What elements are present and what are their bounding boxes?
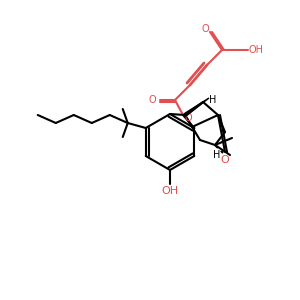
Text: O: O [184,113,192,123]
Text: OH: OH [161,186,178,196]
Text: O: O [220,155,230,165]
Text: O: O [148,95,156,105]
Text: OH: OH [248,45,263,55]
Text: H: H [209,95,217,105]
Text: H: H [213,150,221,160]
Polygon shape [184,98,209,116]
Text: O: O [201,24,209,34]
